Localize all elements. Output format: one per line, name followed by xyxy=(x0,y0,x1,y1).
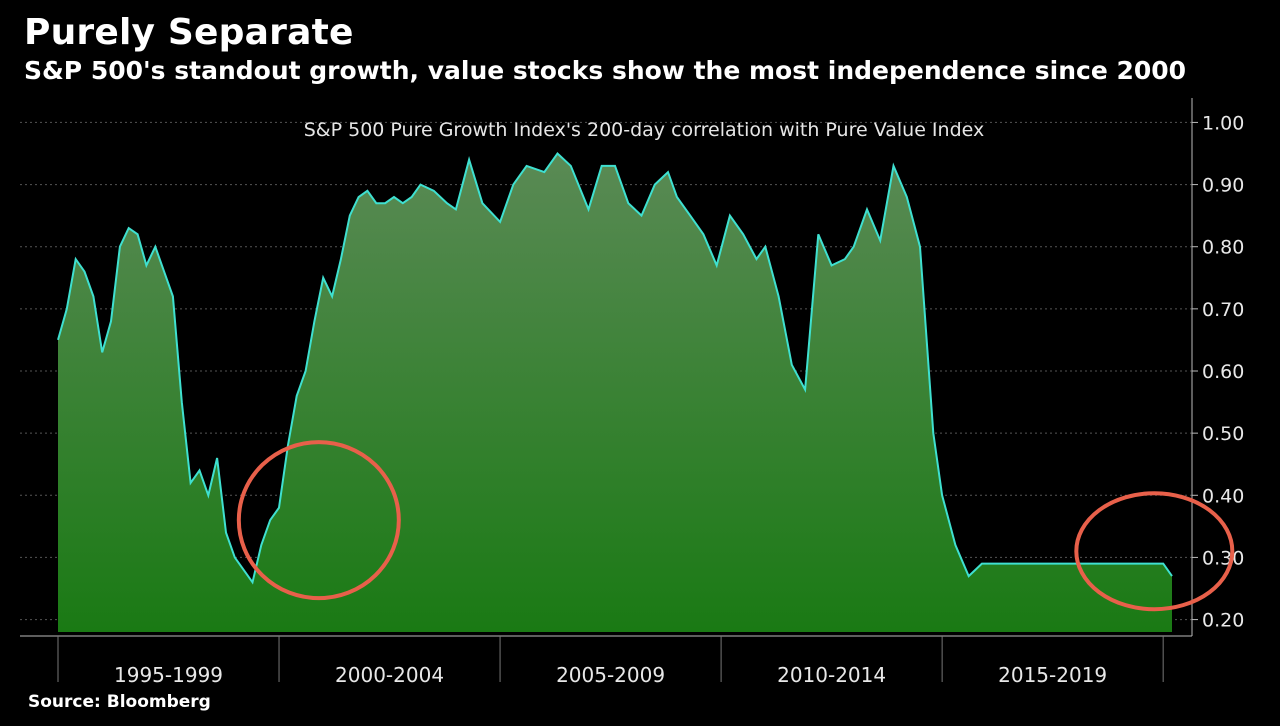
y-tick-label: 0.80 xyxy=(1202,237,1244,259)
chart-subtitle: S&P 500's standout growth, value stocks … xyxy=(24,56,1187,85)
chart-annotation: S&P 500 Pure Growth Index's 200-day corr… xyxy=(304,119,985,141)
y-tick-label: 0.70 xyxy=(1202,299,1244,321)
y-axis: 1.00 0.90 0.80 0.70 0.60 0.50 0.40 0.30 0.20 xyxy=(1191,98,1244,636)
x-tick-label: 2015-2019 xyxy=(998,663,1107,687)
source-note: Source: Bloomberg xyxy=(28,692,211,712)
y-tick-label: 0.20 xyxy=(1202,610,1244,632)
highlight-circle xyxy=(236,440,401,601)
highlight-circle xyxy=(1074,491,1235,612)
highlight-circles xyxy=(236,440,1235,612)
y-tick-label: 0.60 xyxy=(1202,361,1244,383)
y-tick-label: 0.50 xyxy=(1202,423,1244,445)
y-tick-label: 0.90 xyxy=(1202,175,1244,197)
correlation-line xyxy=(57,151,1173,585)
x-tick-label: 2005-2009 xyxy=(556,663,665,687)
x-tick-label: 2000-2004 xyxy=(335,663,444,687)
x-tick-label: 1995-1999 xyxy=(114,663,223,687)
y-tick-label: 0.40 xyxy=(1202,485,1244,507)
x-axis: 1995-1999 2000-2004 2005-2009 2010-2014 2015… xyxy=(20,635,1192,687)
y-tick-label: 0.30 xyxy=(1202,547,1244,569)
correlation-area xyxy=(58,153,1172,632)
y-tick-label: 1.00 xyxy=(1202,112,1244,134)
chart-title: Purely Separate xyxy=(24,12,354,53)
x-tick-label: 2010-2014 xyxy=(777,663,886,687)
